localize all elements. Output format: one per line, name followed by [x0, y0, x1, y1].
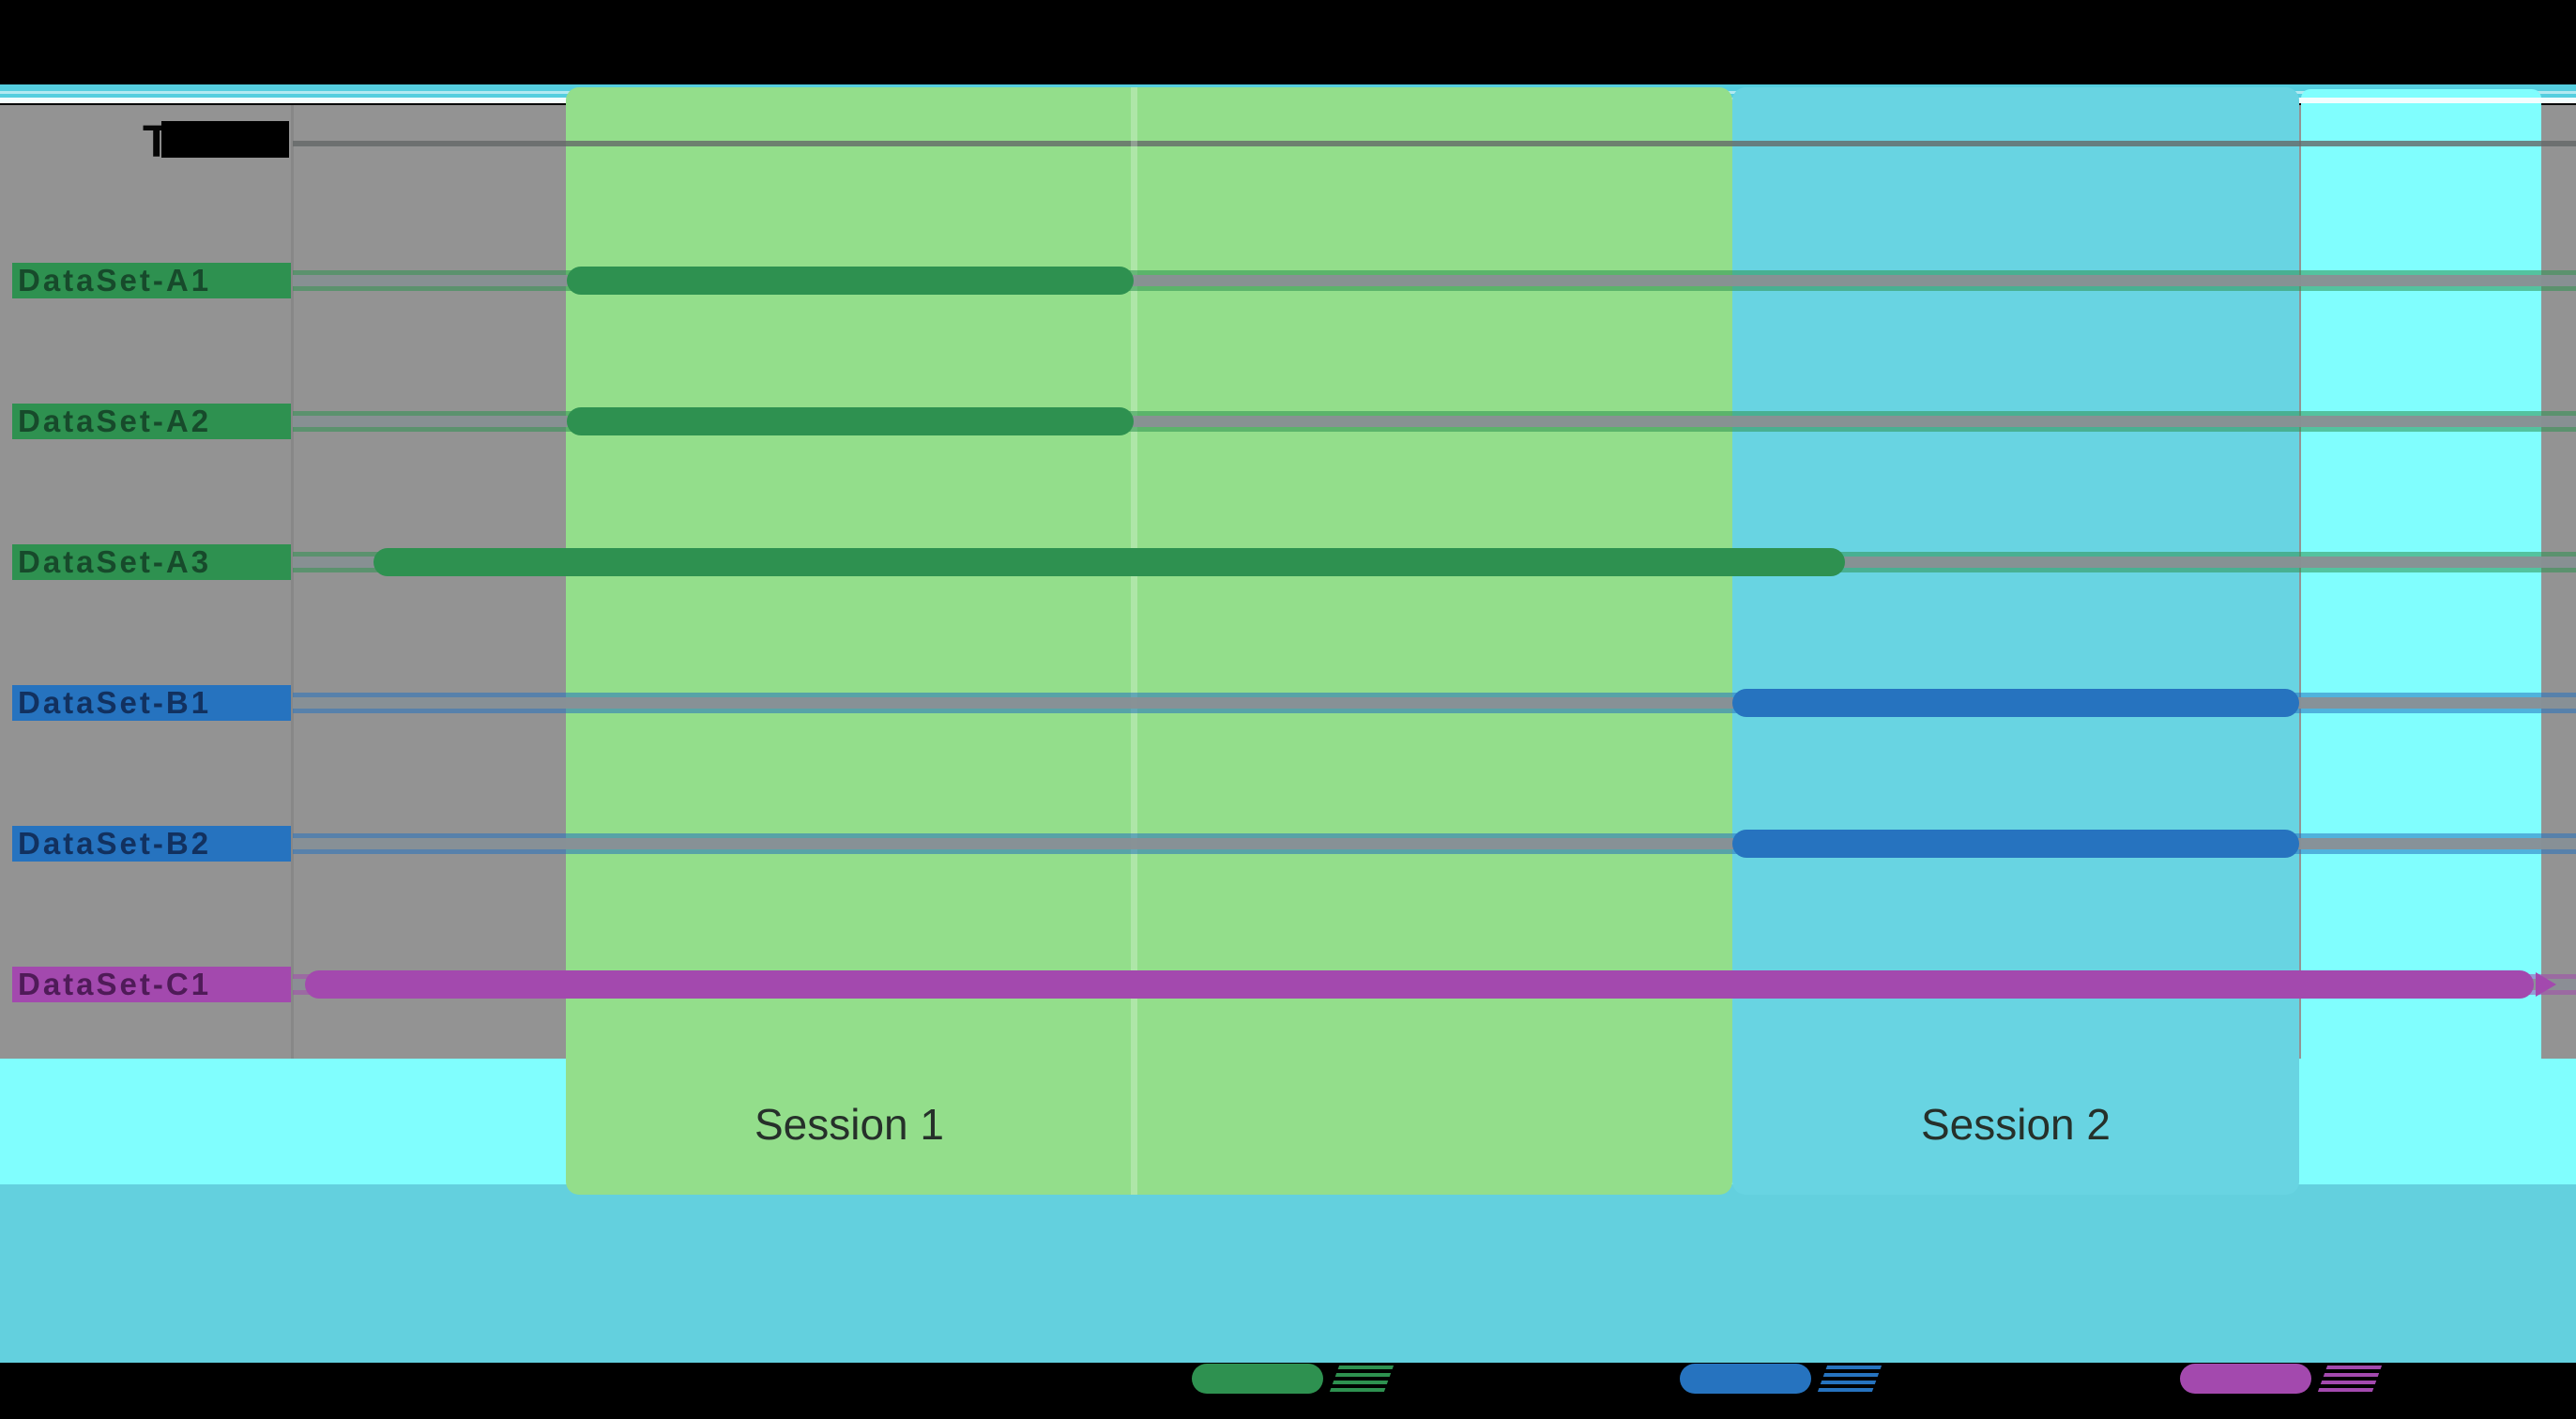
header-gridline — [293, 141, 2576, 146]
row-label: DataSet-A3 — [12, 544, 291, 580]
gantt-bar[interactable] — [567, 407, 1134, 435]
legend-swatch — [2180, 1364, 2311, 1394]
legend-slash-icon — [2317, 1366, 2383, 1392]
right-highlight-band — [2301, 89, 2541, 1184]
gantt-bar[interactable] — [1732, 830, 2299, 858]
legend-slash-icon — [1329, 1366, 1395, 1392]
row-label: DataSet-B2 — [12, 826, 291, 862]
session-label: Session 2 — [1920, 1100, 2111, 1149]
row-label: DataSet-C1 — [12, 967, 291, 1002]
gantt-bar[interactable] — [567, 267, 1134, 295]
row-label: DataSet-A2 — [12, 404, 291, 439]
row-label: DataSet-A1 — [12, 263, 291, 298]
gantt-bar[interactable] — [1732, 689, 2299, 717]
legend-swatch — [1192, 1364, 1323, 1394]
label-column-divider — [291, 105, 294, 1059]
legend-slash-icon — [1817, 1366, 1882, 1392]
session-band: Session 1 — [566, 87, 1732, 1195]
bar-arrow-icon — [2536, 972, 2556, 997]
gantt-bar[interactable] — [305, 970, 2534, 999]
legend-swatch — [1680, 1364, 1811, 1394]
session-label: Session 1 — [754, 1100, 945, 1149]
footer-band — [0, 1184, 2576, 1363]
redaction-box — [161, 121, 289, 158]
vertical-gridline — [1131, 87, 1137, 1195]
row-label: DataSet-B1 — [12, 685, 291, 721]
session-band: Session 2 — [1732, 87, 2299, 1195]
gantt-bar[interactable] — [373, 548, 1845, 576]
